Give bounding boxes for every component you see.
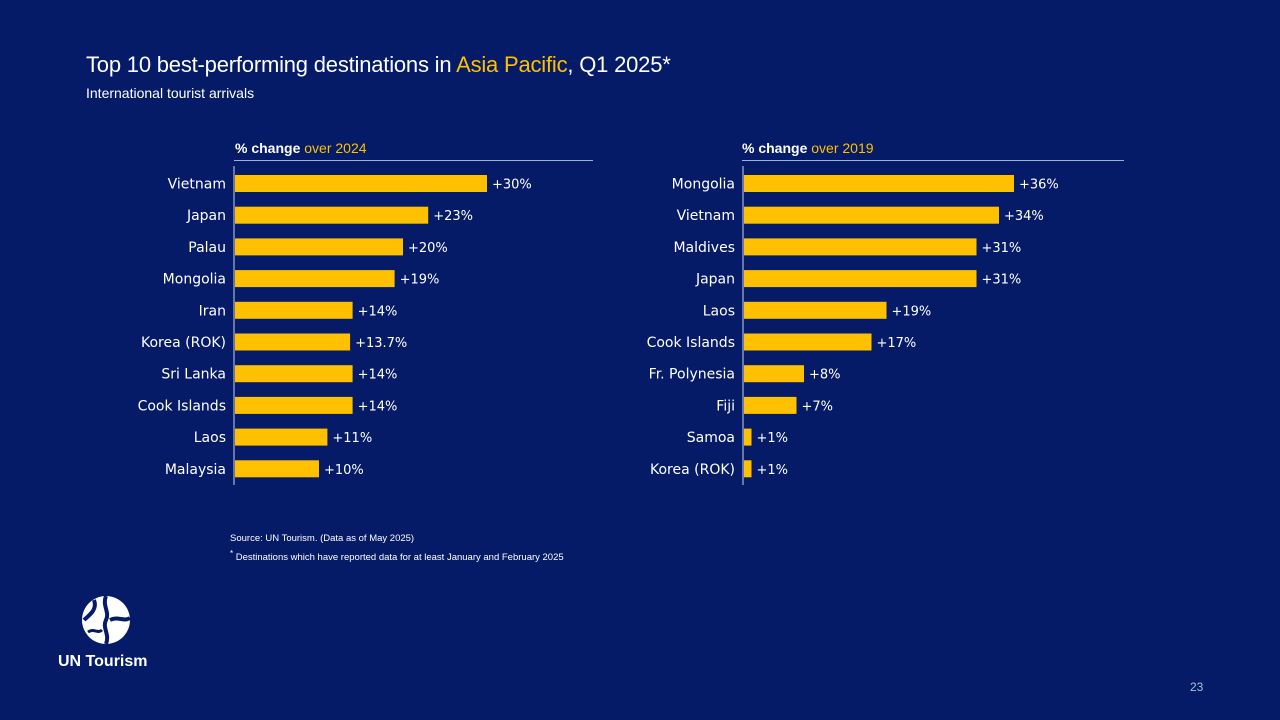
bar-chart-2019: Mongolia +36% Vietnam +34% Maldives +31% Japan…	[647, 166, 1059, 485]
category-label: Samoa	[687, 430, 735, 446]
bar	[744, 365, 804, 383]
category-label: Korea (ROK)	[141, 335, 226, 351]
bar	[235, 460, 319, 478]
page-number: 23	[1190, 680, 1204, 694]
data-label: +7%	[802, 399, 834, 414]
un-tourism-logo-icon	[82, 595, 132, 645]
data-label: +34%	[1004, 209, 1044, 224]
bar	[744, 206, 999, 224]
bar	[235, 206, 429, 224]
bar	[744, 396, 797, 414]
bar	[235, 396, 353, 414]
panel-rule-2019	[742, 160, 1124, 161]
data-label: +19%	[400, 273, 440, 288]
category-label: Cook Islands	[647, 335, 735, 351]
bar	[235, 333, 351, 351]
bar	[235, 428, 328, 446]
category-label: Fr. Polynesia	[649, 367, 735, 383]
category-label: Laos	[703, 303, 735, 319]
category-label: Vietnam	[677, 208, 735, 224]
data-label: +10%	[324, 463, 364, 478]
bar	[235, 175, 487, 192]
title-highlight: Asia Pacific	[456, 52, 568, 77]
data-label: +19%	[892, 304, 932, 319]
bar	[235, 270, 395, 288]
bar	[235, 365, 353, 383]
category-label: Cook Islands	[138, 398, 226, 414]
footnote-star: *	[230, 549, 234, 558]
category-label: Mongolia	[672, 177, 735, 193]
data-label: +13.7%	[355, 336, 407, 351]
panel-heading-2024-prefix: % change	[235, 140, 305, 156]
panel-rule-2024	[234, 160, 593, 161]
data-label: +14%	[358, 399, 398, 414]
data-label: +30%	[492, 178, 532, 193]
category-label: Malaysia	[165, 462, 226, 478]
bar	[744, 460, 752, 478]
category-label: Mongolia	[163, 272, 226, 288]
data-label: +23%	[433, 209, 473, 224]
bar	[744, 428, 752, 446]
category-label: Maldives	[673, 240, 735, 256]
panel-heading-2019: % change over 2019	[742, 140, 874, 156]
bar	[744, 301, 887, 319]
panel-heading-2024-highlight: over 2024	[304, 140, 367, 156]
category-label: Japan	[186, 208, 226, 224]
category-label: Vietnam	[168, 177, 226, 193]
page-title: Top 10 best-performing destinations in A…	[86, 52, 671, 78]
data-label: +1%	[757, 431, 789, 446]
bar	[744, 238, 977, 256]
category-label: Japan	[695, 272, 735, 288]
panel-heading-2019-highlight: over 2019	[811, 140, 874, 156]
source-note: Source: UN Tourism. (Data as of May 2025…	[230, 533, 415, 544]
data-label: +31%	[982, 241, 1022, 256]
category-label: Iran	[199, 303, 226, 319]
page-subtitle: International tourist arrivals	[86, 85, 255, 101]
bar	[744, 270, 977, 288]
data-label: +20%	[408, 241, 448, 256]
data-label: +8%	[809, 368, 841, 383]
bar-chart-2024: Vietnam +30% Japan +23% Palau +20% Mongolia +19…	[138, 166, 532, 485]
panel-heading-2024: % change over 2024	[235, 140, 367, 156]
data-label: +17%	[877, 336, 917, 351]
category-label: Korea (ROK)	[650, 462, 735, 478]
brand-name: UN Tourism	[58, 653, 148, 670]
bar	[235, 238, 403, 256]
data-label: +14%	[358, 304, 398, 319]
category-label: Laos	[194, 430, 226, 446]
data-label: +11%	[332, 431, 372, 446]
bar	[235, 301, 353, 319]
bar	[744, 333, 872, 351]
panel-heading-2019-prefix: % change	[742, 140, 812, 156]
data-label: +1%	[757, 463, 789, 478]
data-label: +14%	[358, 368, 398, 383]
category-label: Palau	[188, 240, 226, 256]
footnote: * Destinations which have reported data …	[230, 549, 564, 563]
data-label: +36%	[1019, 178, 1059, 193]
data-label: +31%	[982, 273, 1022, 288]
title-post: , Q1 2025*	[567, 52, 671, 77]
category-label: Fiji	[716, 398, 735, 414]
category-label: Sri Lanka	[161, 367, 226, 383]
footnote-text: Destinations which have reported data fo…	[233, 552, 564, 564]
title-pre: Top 10 best-performing destinations in	[86, 52, 457, 77]
bar	[744, 175, 1014, 192]
